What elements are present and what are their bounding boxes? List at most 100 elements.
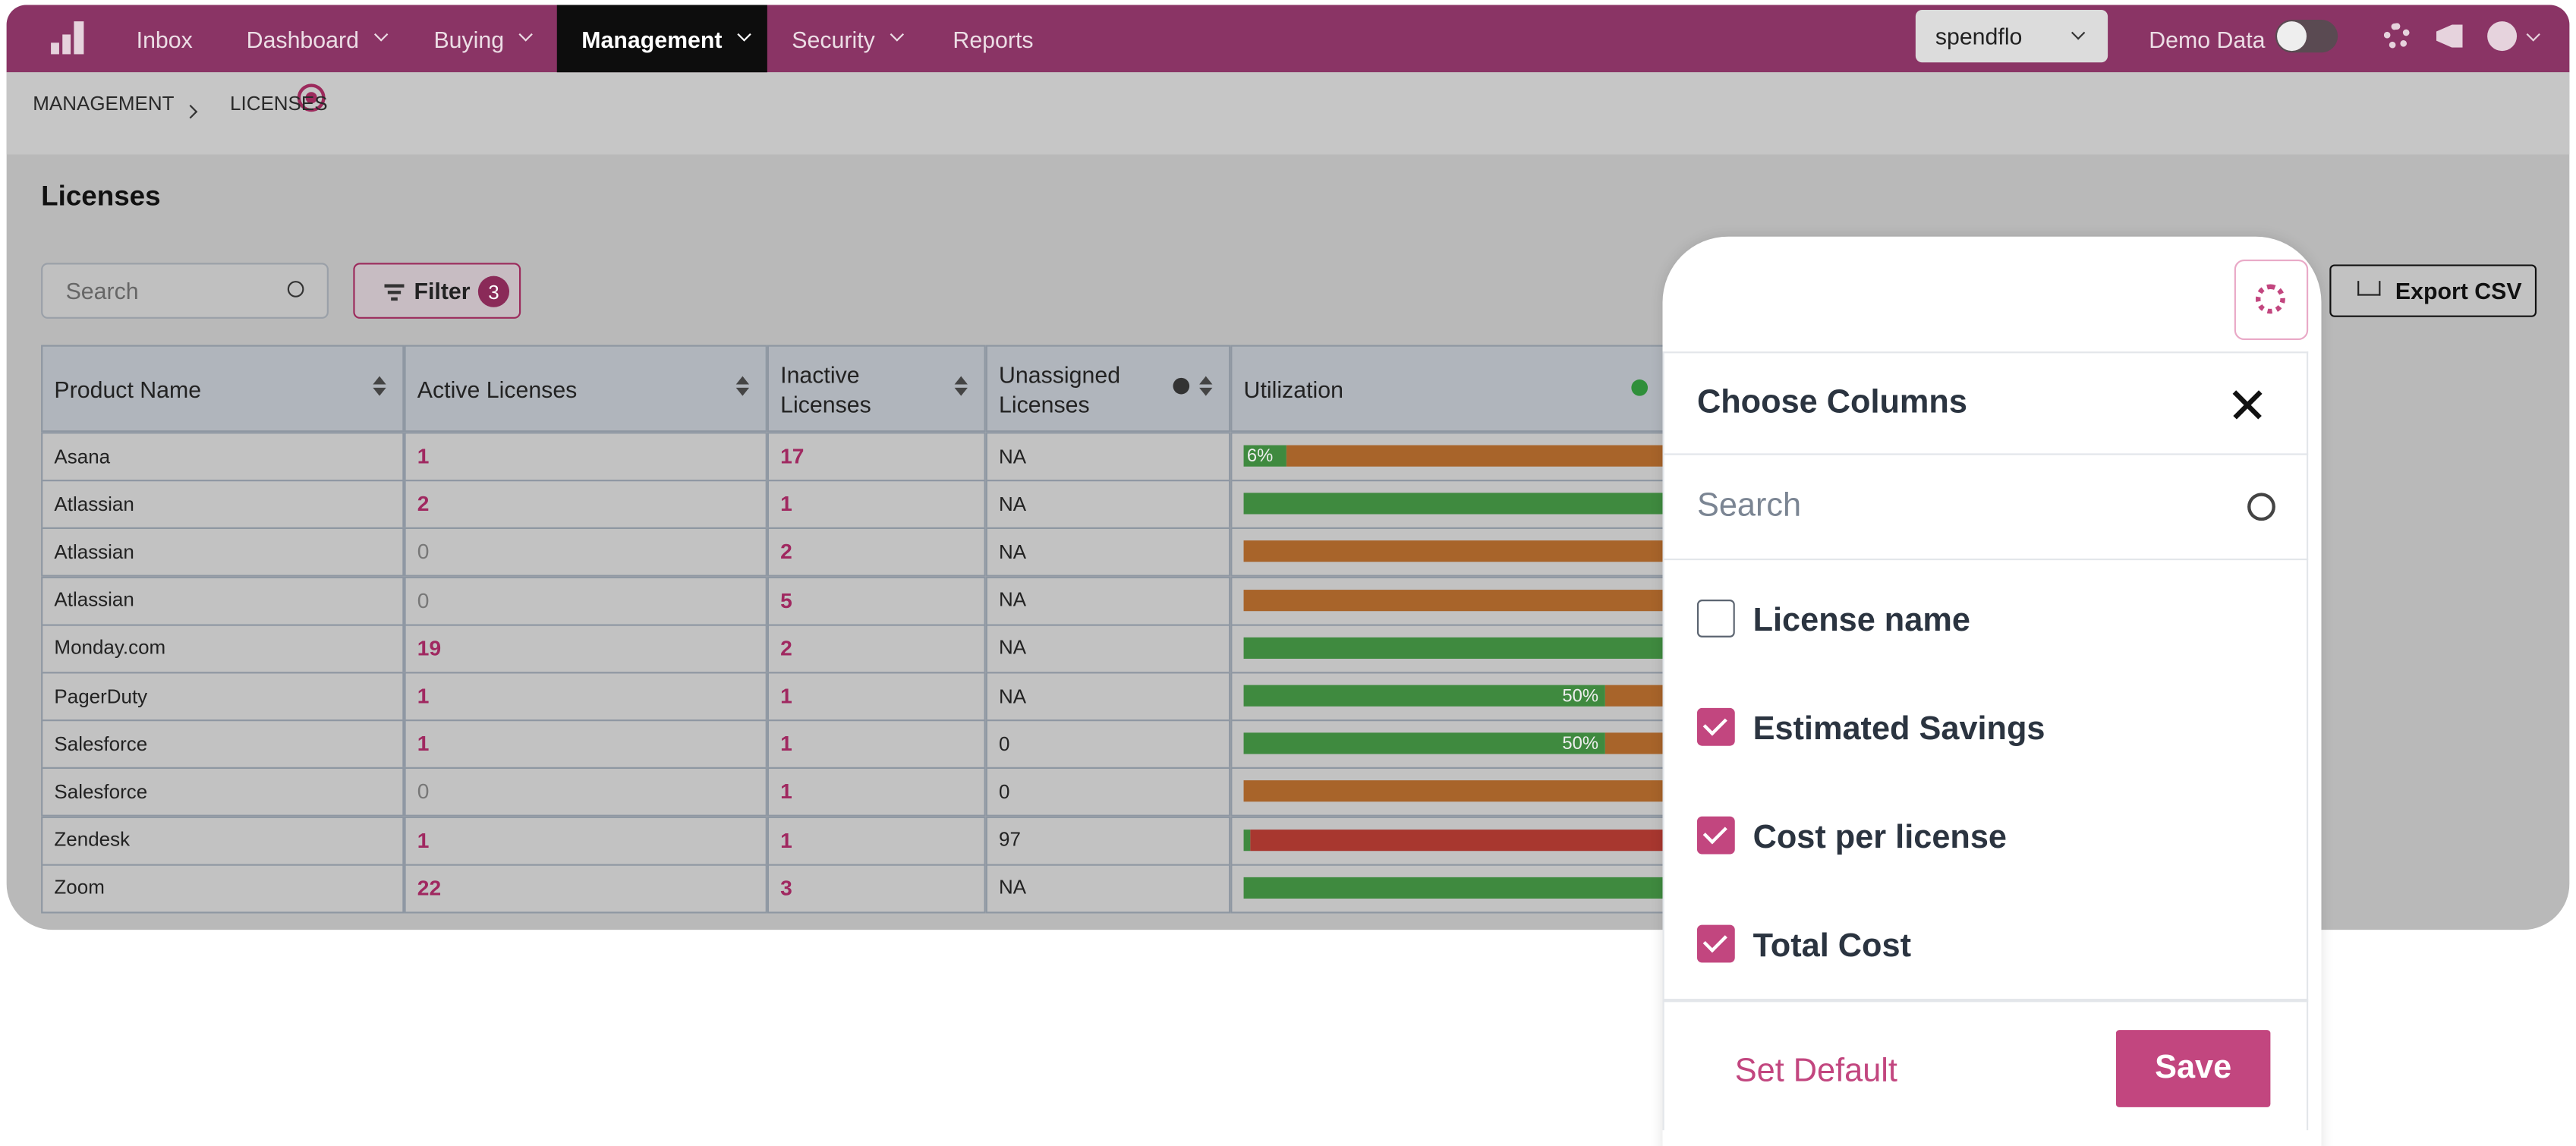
checkbox[interactable] <box>1696 816 1735 855</box>
table-cell <box>404 480 767 530</box>
cell-text[interactable]: Atlassian <box>54 492 134 515</box>
cell-text[interactable]: Salesforce <box>54 732 148 756</box>
table-header-label[interactable]: Product Name <box>54 375 202 402</box>
table-header-label[interactable]: Utilization <box>1243 375 1343 402</box>
table-cell <box>41 575 405 625</box>
option-label[interactable]: Cost per license <box>1752 819 2008 855</box>
checkbox[interactable] <box>1696 707 1735 746</box>
table-cell <box>767 575 986 625</box>
nav-item[interactable]: Reports <box>953 25 1034 52</box>
logo <box>51 21 85 55</box>
table-cell <box>41 767 405 817</box>
legend-dot <box>1631 379 1649 396</box>
cell-text: 19 <box>417 635 442 660</box>
table-cell <box>404 624 767 674</box>
sort-icon[interactable] <box>954 376 968 385</box>
filter-icon <box>387 291 402 294</box>
table-cell <box>404 575 767 625</box>
picker-panel <box>1662 351 2309 1131</box>
gear-icon <box>2255 284 2285 314</box>
table-cell <box>985 767 1231 817</box>
cell-text: 1 <box>417 731 430 757</box>
sort-icon[interactable] <box>735 387 750 396</box>
set-default-button[interactable]: Set Default <box>1734 1052 1897 1089</box>
check-mark <box>1702 711 1727 736</box>
sort-icon[interactable] <box>373 387 386 396</box>
cell-text: 0 <box>417 539 430 565</box>
table-cell <box>767 527 986 578</box>
cell-text: 2 <box>417 491 430 517</box>
table-cell <box>985 672 1231 722</box>
cell-text[interactable]: Zoom <box>54 876 105 899</box>
nav-item[interactable]: Inbox <box>136 25 193 52</box>
picker-title: Choose Columns <box>1696 384 1967 421</box>
settings-icon[interactable] <box>2383 23 2411 49</box>
nav-item[interactable]: Buying <box>433 25 505 52</box>
table-cell <box>41 815 405 865</box>
cell-text: 0 <box>417 587 430 612</box>
column-picker-popup: Choose Columns Search License name Estimate… <box>1662 236 2322 1146</box>
table-cell <box>767 672 986 722</box>
nav-active-bg <box>556 5 767 73</box>
demo-data-toggle[interactable] <box>2275 19 2338 53</box>
cell-text: 1 <box>417 683 430 708</box>
cell-text: 1 <box>417 827 430 852</box>
cell-text: 97 <box>999 828 1021 852</box>
cell-text: 1 <box>780 683 792 708</box>
save-button[interactable]: Save <box>2115 1030 2271 1107</box>
table-cell <box>404 864 767 914</box>
table-cell <box>985 575 1231 625</box>
table-header-label[interactable]: Inactive Licenses <box>780 360 871 417</box>
cursor-indicator <box>297 83 326 112</box>
utilization-label: 50% <box>1562 733 1599 754</box>
nav-item[interactable]: Dashboard <box>246 25 359 52</box>
cell-text[interactable]: Monday.com <box>54 636 166 660</box>
table-cell <box>41 432 405 482</box>
option-label[interactable]: Estimated Savings <box>1752 710 2045 747</box>
org-select[interactable]: spendflo <box>1935 23 2023 49</box>
sort-icon[interactable] <box>954 387 968 396</box>
org-select-box[interactable] <box>1915 9 2108 63</box>
sort-icon[interactable] <box>735 376 750 385</box>
table-header-label[interactable]: Unassigned Licenses <box>999 360 1121 417</box>
table-cell <box>767 624 986 674</box>
cell-text: NA <box>999 588 1027 612</box>
export-button[interactable] <box>2329 264 2537 317</box>
filter-icon <box>384 284 405 287</box>
export-icon <box>2357 281 2381 296</box>
sort-icon[interactable] <box>1199 387 1213 396</box>
checkbox[interactable] <box>1696 600 1735 638</box>
cell-text: 1 <box>780 827 792 852</box>
option-label[interactable]: License name <box>1752 602 1970 638</box>
picker-search-icon <box>2247 493 2275 521</box>
cell-text[interactable]: Atlassian <box>54 540 134 564</box>
divider <box>1662 558 2309 561</box>
cell-text[interactable]: Asana <box>54 444 111 468</box>
cell-text[interactable]: Zendesk <box>54 828 131 852</box>
sort-icon[interactable] <box>373 376 386 385</box>
sort-icon[interactable] <box>1199 376 1213 385</box>
cell-text: NA <box>999 444 1027 468</box>
table-cell <box>404 767 767 817</box>
nav-item[interactable]: Security <box>792 25 875 52</box>
cell-text: 5 <box>780 587 792 612</box>
cell-text[interactable]: Atlassian <box>54 588 134 612</box>
profile-icon[interactable] <box>2487 21 2518 52</box>
breadcrumb-item[interactable]: MANAGEMENT <box>33 92 175 115</box>
cell-text[interactable]: PagerDuty <box>54 684 148 707</box>
search-icon <box>287 281 304 298</box>
cell-text[interactable]: Salesforce <box>54 779 148 804</box>
table-header-label[interactable]: Active Licenses <box>417 375 578 402</box>
checkbox[interactable] <box>1696 924 1735 963</box>
table-cell <box>404 815 767 865</box>
table-header-cell <box>404 345 767 433</box>
picker-search-placeholder[interactable]: Search <box>1696 487 1802 524</box>
option-label[interactable]: Total Cost <box>1752 927 1912 964</box>
check-mark <box>1702 928 1727 953</box>
table-header-cell <box>41 345 405 433</box>
nav-item[interactable]: Management <box>581 25 723 52</box>
search-box[interactable] <box>41 263 329 319</box>
breadcrumb-item: LICENSES <box>230 92 328 115</box>
